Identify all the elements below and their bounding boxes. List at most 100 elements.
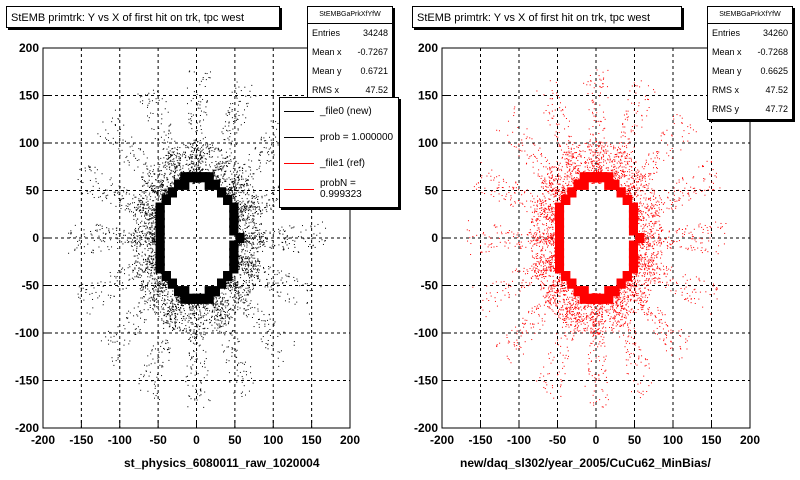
scatter-point <box>147 231 149 233</box>
scatter-point <box>260 222 262 224</box>
scatter-point <box>226 346 228 348</box>
scatter-point <box>209 322 211 324</box>
scatter-point <box>228 139 230 141</box>
scatter-point <box>143 153 145 155</box>
legend-item: _file0 (new) <box>280 98 398 124</box>
scatter-point <box>242 259 244 261</box>
scatter-point <box>133 169 135 171</box>
scatter-point <box>157 278 159 280</box>
scatter-point <box>144 213 146 215</box>
scatter-point <box>165 339 167 341</box>
scatter-point <box>233 182 235 184</box>
scatter-point <box>214 148 216 150</box>
scatter-point <box>114 124 116 126</box>
scatter-point <box>545 262 547 264</box>
scatter-point <box>162 307 164 309</box>
scatter-point <box>164 108 166 110</box>
scatter-point <box>179 159 181 161</box>
scatter-point <box>259 241 261 243</box>
scatter-point <box>166 165 168 167</box>
scatter-point <box>139 101 141 103</box>
scatter-point <box>252 215 254 217</box>
scatter-point <box>153 272 155 274</box>
scatter-point <box>220 168 222 170</box>
scatter-point <box>169 160 171 162</box>
scatter-point <box>241 395 243 397</box>
scatter-point <box>145 222 147 224</box>
scatter-point <box>238 187 240 189</box>
scatter-point <box>653 167 655 169</box>
scatter-point <box>164 167 166 169</box>
scatter-point <box>273 270 275 272</box>
scatter-point <box>636 184 638 186</box>
scatter-point <box>80 181 82 183</box>
scatter-point <box>192 163 194 165</box>
scatter-point <box>163 320 165 322</box>
scatter-point <box>166 191 168 193</box>
scatter-point <box>247 305 249 307</box>
scatter-point <box>231 173 233 175</box>
scatter-point <box>119 272 121 274</box>
scatter-point <box>277 282 279 284</box>
scatter-point <box>150 274 152 276</box>
scatter-point <box>242 362 244 364</box>
scatter-point <box>138 240 140 242</box>
scatter-point <box>191 368 193 370</box>
scatter-point <box>144 214 146 216</box>
scatter-point <box>238 258 240 260</box>
scatter-point <box>193 71 195 73</box>
scatter-point <box>175 316 177 318</box>
scatter-point <box>263 314 265 316</box>
scatter-point <box>140 373 142 375</box>
scatter-point <box>154 211 156 213</box>
scatter-point <box>243 186 245 188</box>
scatter-point <box>118 148 120 150</box>
scatter-point <box>137 332 139 334</box>
scatter-point <box>145 195 147 197</box>
scatter-point <box>240 297 242 299</box>
scatter-point <box>227 282 229 284</box>
scatter-point <box>247 237 249 239</box>
scatter-point <box>115 277 117 279</box>
scatter-point <box>154 187 156 189</box>
scatter-point <box>134 230 136 232</box>
scatter-point <box>627 116 629 118</box>
scatter-point <box>243 273 245 275</box>
scatter-point <box>185 164 187 166</box>
scatter-point <box>197 182 199 184</box>
scatter-point <box>531 278 533 280</box>
scatter-point <box>214 304 216 306</box>
scatter-point <box>623 166 625 168</box>
scatter-point <box>223 174 225 176</box>
scatter-point <box>243 232 245 234</box>
scatter-point <box>624 118 626 120</box>
scatter-point <box>232 128 234 130</box>
scatter-point <box>254 264 256 266</box>
scatter-point <box>248 258 250 260</box>
scatter-point <box>171 154 173 156</box>
scatter-point <box>569 152 571 154</box>
scatter-point <box>254 260 256 262</box>
scatter-point <box>253 263 255 265</box>
scatter-point <box>226 190 228 192</box>
scatter-point <box>659 326 661 328</box>
scatter-point <box>228 177 230 179</box>
scatter-point <box>247 215 249 217</box>
x-tick-label: 100 <box>263 433 283 447</box>
scatter-point <box>199 155 201 157</box>
scatter-point <box>246 257 248 259</box>
scatter-point <box>246 272 248 274</box>
x-tick-label: -100 <box>108 433 132 447</box>
scatter-point <box>316 234 318 236</box>
scatter-point <box>235 185 237 187</box>
scatter-point <box>152 239 154 241</box>
scatter-point <box>273 280 275 282</box>
scatter-point <box>245 207 247 209</box>
scatter-point <box>224 179 226 181</box>
scatter-point <box>548 373 550 375</box>
scatter-point <box>185 376 187 378</box>
scatter-point <box>149 170 151 172</box>
scatter-point <box>558 194 560 196</box>
scatter-point <box>194 317 196 319</box>
scatter-point <box>613 309 615 311</box>
